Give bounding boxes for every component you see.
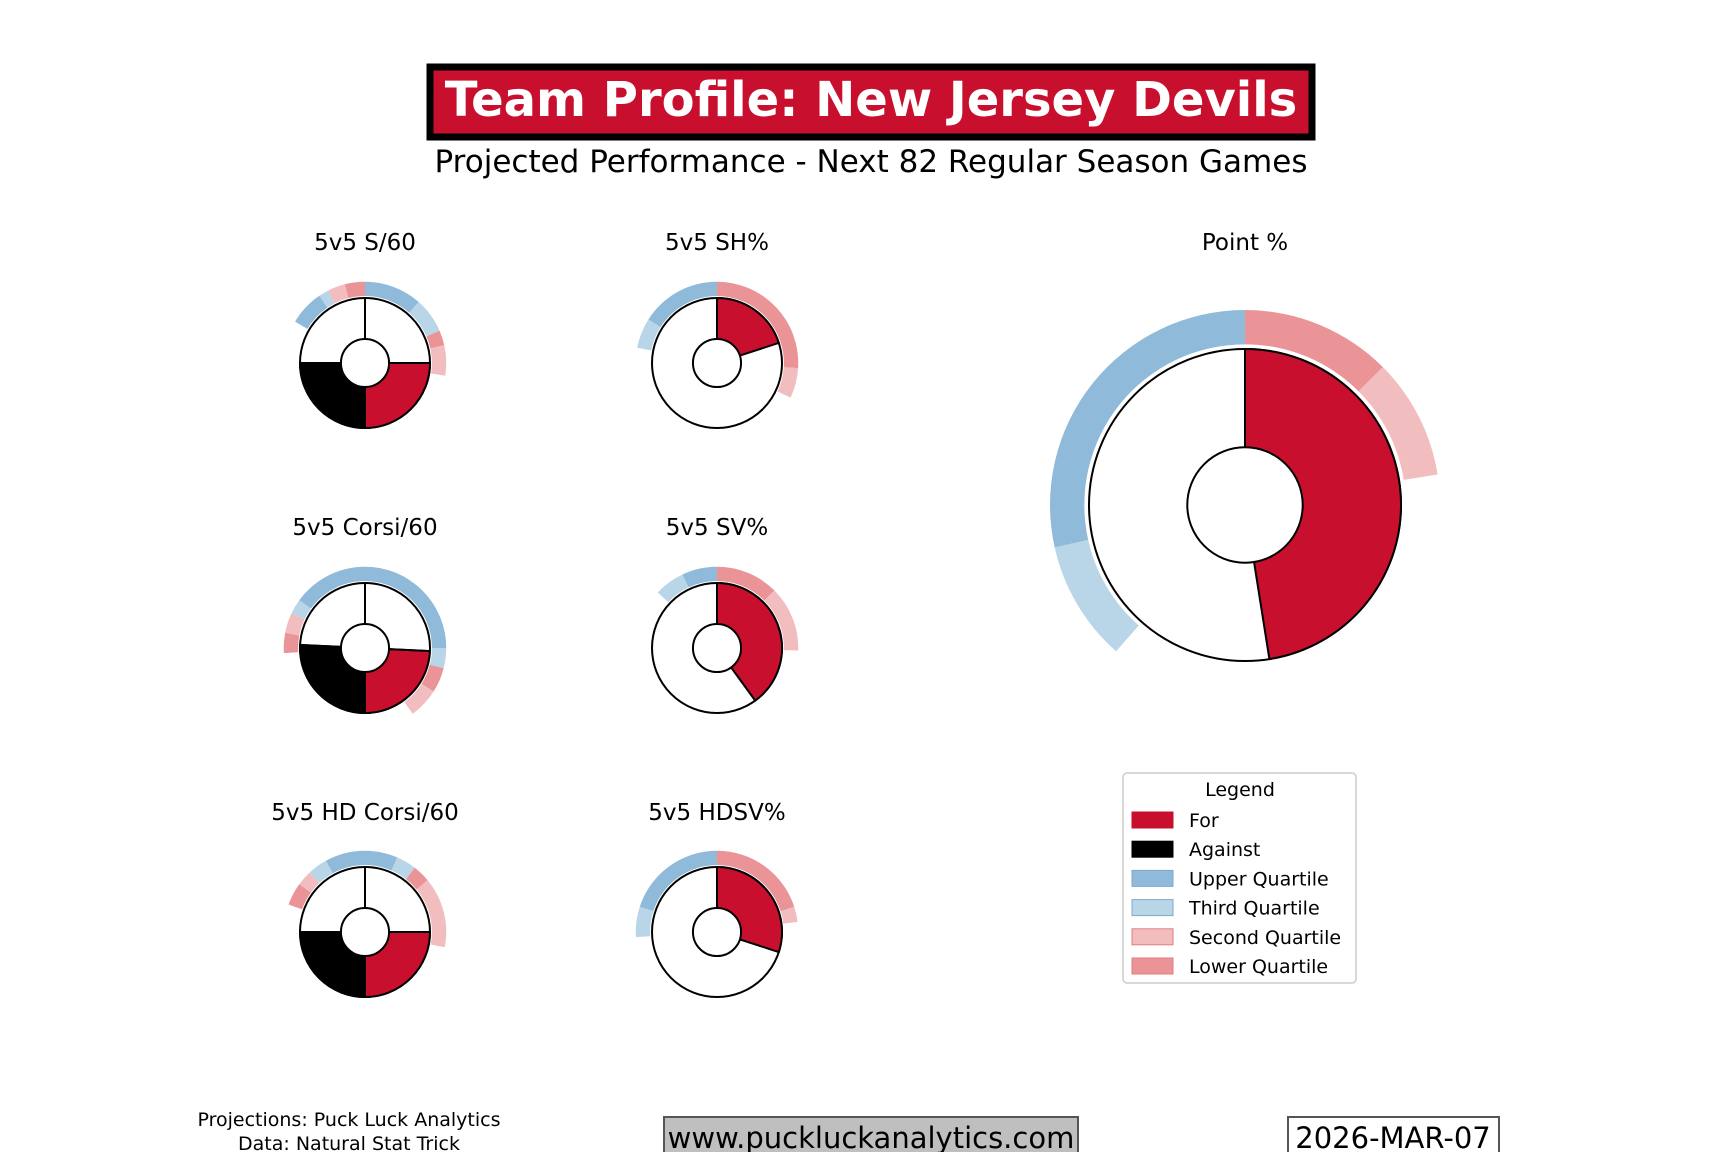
- band-for-lower-quartile: [717, 281, 799, 369]
- band-against-upper-quartile: [299, 566, 365, 609]
- donut-point: Point %: [1050, 230, 1438, 662]
- chart-title: Team Profile: New Jersey Devils: [445, 72, 1298, 128]
- band-for-second-quartile: [404, 683, 434, 714]
- legend-swatch-lower-quartile: [1131, 957, 1174, 975]
- band-for-upper-quartile: [365, 281, 419, 313]
- website-link[interactable]: www.puckluckanalytics.com: [668, 1121, 1075, 1152]
- band-for-upper-quartile: [365, 566, 447, 648]
- band-against-upper-quartile: [682, 566, 717, 588]
- website-box: [663, 1116, 1079, 1152]
- band-for-second-quartile: [780, 906, 798, 924]
- band-against-upper-quartile: [648, 281, 717, 328]
- band-against-third-quartile: [309, 860, 333, 884]
- band-against-third-quartile: [319, 290, 335, 308]
- band-for-third-quartile: [391, 857, 415, 880]
- band-for-lower-quartile: [717, 850, 795, 912]
- band-for-lower-quartile: [426, 330, 445, 349]
- band-against-lower-quartile: [288, 884, 311, 910]
- donut-5v5-s-60: 5v5 S/60: [295, 230, 447, 430]
- donut-5v5-corsi-60: 5v5 Corsi/60: [283, 515, 447, 715]
- band-for-third-quartile: [409, 302, 440, 337]
- legend-items: For Against Upper Quartile Third Quartile Se…: [1131, 810, 1341, 978]
- donut-panels: 5v5 S/60 5v5 SH% 5v5 Corsi/60 5v5 SV% 5v5 HD…: [271, 230, 1438, 999]
- band-for-second-quartile: [764, 590, 799, 651]
- legend-swatch-against: [1131, 840, 1174, 858]
- donut-hole: [691, 906, 743, 958]
- donut-hole: [339, 906, 391, 958]
- legend-label: Second Quartile: [1189, 927, 1341, 949]
- projections-credit: Projections: Puck Luck Analytics: [197, 1109, 500, 1131]
- band-for-second-quartile: [430, 345, 447, 376]
- band-against-third-quartile: [1054, 540, 1139, 652]
- band-against-second-quartile: [285, 613, 305, 636]
- band-for-second-quartile: [777, 367, 799, 398]
- legend-label: For: [1189, 810, 1219, 832]
- band-against-lower-quartile: [344, 281, 365, 299]
- donut-title: 5v5 HDSV%: [648, 800, 785, 826]
- band-against-third-quartile: [635, 906, 654, 938]
- legend-title: Legend: [1205, 779, 1275, 801]
- donut-5v5-sh: 5v5 SH%: [637, 230, 799, 429]
- donut-hole: [691, 337, 743, 389]
- date-box: [1287, 1116, 1500, 1152]
- donut-hole: [691, 622, 743, 674]
- legend-swatch-upper-quartile: [1131, 869, 1174, 887]
- band-against-lower-quartile: [283, 632, 300, 654]
- donut-title: 5v5 S/60: [314, 230, 416, 256]
- legend-frame: [1122, 772, 1357, 984]
- band-against-second-quartile: [299, 872, 320, 893]
- band-for-lower-quartile: [406, 867, 428, 890]
- band-for-lower-quartile: [421, 664, 444, 692]
- slice-for: [716, 581, 783, 702]
- slice-for: [1244, 347, 1402, 661]
- donut-title: 5v5 SV%: [666, 515, 768, 541]
- donut-title: Point %: [1202, 230, 1288, 256]
- band-against-second-quartile: [328, 284, 349, 304]
- donut-title: 5v5 Corsi/60: [292, 515, 437, 541]
- donut-5v5-sv: 5v5 SV%: [651, 515, 799, 714]
- title-box: [426, 63, 1316, 141]
- legend-swatch-second-quartile: [1131, 928, 1174, 946]
- band-against-upper-quartile: [1050, 310, 1245, 548]
- band-against-upper-quartile: [325, 850, 365, 874]
- donut-hole: [339, 337, 391, 389]
- donut-title: 5v5 SH%: [665, 230, 769, 256]
- footer: Projections: Puck Luck Analytics Data: N…: [197, 1109, 1500, 1152]
- band-for-second-quartile: [1358, 367, 1438, 480]
- band-against-third-quartile: [657, 574, 689, 603]
- legend-label: Third Quartile: [1188, 898, 1320, 920]
- data-credit: Data: Natural Stat Trick: [238, 1133, 460, 1152]
- legend-label: Lower Quartile: [1189, 956, 1328, 978]
- band-for-upper-quartile: [365, 850, 398, 871]
- donut-5v5-hd-corsi-60: 5v5 HD Corsi/60: [271, 800, 459, 999]
- legend-label: Against: [1189, 839, 1260, 861]
- band-against-third-quartile: [291, 600, 311, 620]
- donut-title: 5v5 HD Corsi/60: [271, 800, 458, 826]
- band-for-third-quartile: [429, 648, 447, 669]
- band-for-lower-quartile: [1245, 310, 1383, 392]
- band-against-third-quartile: [637, 319, 661, 351]
- date-label: 2026-MAR-07: [1295, 1121, 1490, 1152]
- title-banner: Team Profile: New Jersey Devils: [426, 63, 1316, 141]
- band-for-second-quartile: [416, 880, 447, 948]
- chart-subtitle: Projected Performance - Next 82 Regular …: [435, 144, 1308, 180]
- donut-hole: [1186, 446, 1304, 564]
- donut-hole: [339, 622, 391, 674]
- band-against-upper-quartile: [295, 295, 328, 329]
- legend-label: Upper Quartile: [1189, 868, 1329, 890]
- legend-swatch-for: [1131, 811, 1174, 829]
- legend-swatch-third-quartile: [1131, 899, 1174, 917]
- legend: Legend For Against Upper Quartile Third Qua…: [1122, 772, 1357, 984]
- donut-5v5-hdsv: 5v5 HDSV%: [635, 800, 798, 998]
- band-for-lower-quartile: [717, 566, 775, 601]
- band-against-upper-quartile: [639, 850, 717, 912]
